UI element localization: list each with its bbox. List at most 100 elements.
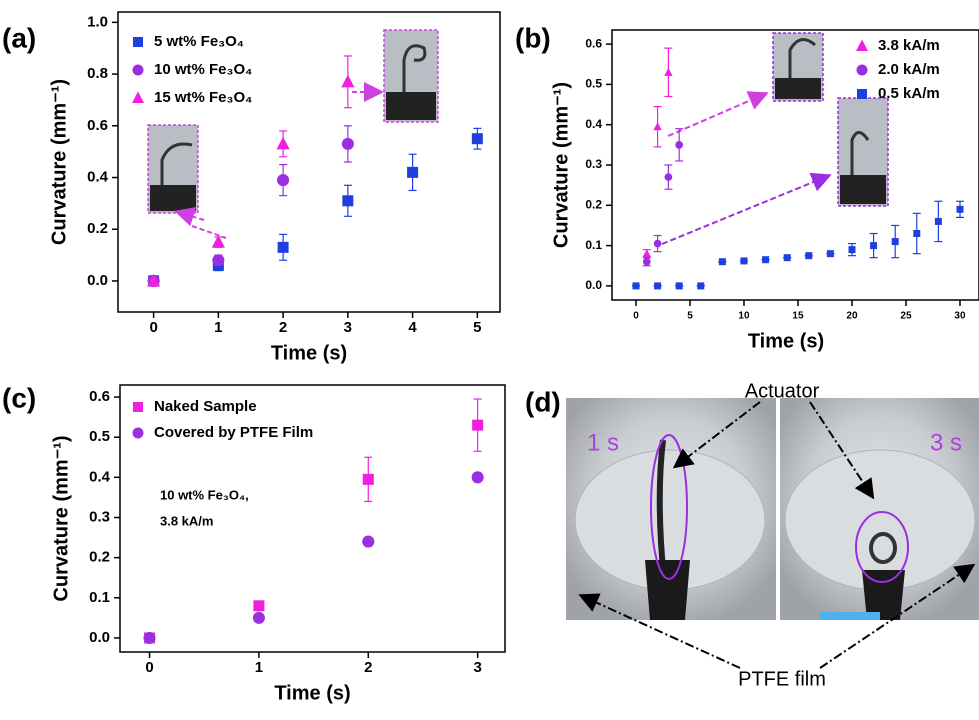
x-tick-label: 10 — [738, 311, 750, 322]
x-tick-label: 15 — [792, 311, 804, 322]
data-point — [827, 250, 834, 257]
legend-symbol — [857, 89, 867, 99]
data-point — [935, 218, 942, 225]
data-point — [472, 420, 483, 431]
data-point — [848, 246, 855, 253]
legend-symbol — [857, 65, 868, 76]
data-point — [362, 536, 374, 548]
data-point — [342, 138, 354, 150]
legend-symbol — [132, 92, 144, 104]
data-point — [342, 195, 353, 206]
y-tick-label: 0.2 — [89, 549, 110, 566]
x-tick-label: 25 — [900, 311, 912, 322]
y-tick-label: 0.5 — [89, 428, 110, 445]
y-tick-label: 0.1 — [585, 238, 602, 252]
inset-photo — [384, 30, 438, 122]
data-point — [363, 474, 374, 485]
data-point — [697, 282, 704, 289]
data-point — [665, 173, 673, 181]
legend-label: 2.0 kA/m — [878, 61, 940, 78]
y-axis-label: Curvature (mm⁻¹) — [48, 79, 70, 245]
x-tick-label: 1 — [214, 319, 222, 336]
data-point — [341, 75, 354, 88]
x-tick-label: 2 — [279, 319, 287, 336]
y-tick-label: 0.0 — [87, 272, 108, 289]
annotation: 3.8 kA/m — [160, 513, 213, 528]
data-point — [143, 632, 155, 644]
data-point — [653, 122, 661, 130]
data-point — [277, 174, 289, 186]
x-axis-label: Time (s) — [271, 342, 347, 364]
y-tick-label: 0.2 — [87, 220, 108, 237]
data-point — [654, 240, 662, 248]
legend-label: Covered by PTFE Film — [154, 424, 313, 441]
y-tick-label: 0.6 — [585, 36, 602, 50]
y-tick-label: 0.4 — [87, 168, 109, 185]
data-point — [654, 282, 661, 289]
data-point — [870, 242, 877, 249]
figure: (d) Actuator 1 s 3 s PTFE film (a)Time (… — [0, 0, 979, 720]
legend-label: 5 wt% Fe₃O₄ — [154, 33, 244, 50]
y-tick-label: 0.5 — [585, 77, 602, 91]
film-label: PTFE film — [738, 668, 826, 690]
data-point — [643, 249, 651, 257]
data-point — [253, 612, 265, 624]
legend-symbol — [133, 402, 143, 412]
data-point — [407, 167, 418, 178]
legend-label: 3.8 kA/m — [878, 37, 940, 54]
x-tick-label: 0 — [633, 311, 639, 322]
inset-photo — [148, 125, 198, 213]
x-tick-label: 5 — [473, 319, 481, 336]
legend-symbol — [133, 428, 144, 439]
legend-label: Naked Sample — [154, 398, 257, 415]
data-point — [472, 133, 483, 144]
inset-photo — [838, 98, 888, 206]
data-point — [784, 254, 791, 261]
legend-label: 15 wt% Fe₃O₄ — [154, 89, 252, 106]
legend-symbol — [133, 65, 144, 76]
data-point — [913, 230, 920, 237]
data-point — [675, 141, 683, 149]
legend-symbol — [133, 37, 143, 47]
y-tick-label: 0.2 — [585, 197, 602, 211]
data-point — [956, 206, 963, 213]
y-axis-label: Curvature (mm⁻¹) — [550, 82, 572, 248]
y-tick-label: 1.0 — [87, 13, 108, 30]
y-tick-label: 0.6 — [87, 117, 108, 134]
y-tick-label: 0.3 — [89, 508, 110, 525]
inset-arrow — [192, 226, 226, 238]
panel-label: (b) — [515, 22, 551, 53]
time-label: 1 s — [587, 429, 619, 456]
data-point — [472, 471, 484, 483]
data-point — [892, 238, 899, 245]
x-tick-label: 0 — [145, 659, 153, 676]
data-point — [719, 258, 726, 265]
data-point — [253, 600, 264, 611]
annotation: 10 wt% Fe₃O₄, — [160, 487, 249, 502]
y-tick-label: 0.6 — [89, 388, 110, 405]
actuator-label: Actuator — [745, 380, 820, 402]
y-tick-label: 0.4 — [585, 117, 602, 131]
x-axis-label: Time (s) — [748, 330, 824, 352]
x-axis-label: Time (s) — [274, 682, 350, 704]
data-point — [212, 254, 224, 266]
y-tick-label: 0.4 — [89, 468, 111, 485]
data-point — [664, 68, 672, 76]
x-tick-label: 0 — [149, 319, 157, 336]
panel-label: (a) — [2, 22, 36, 53]
y-tick-label: 0.8 — [87, 65, 108, 82]
panel-label: (d) — [525, 386, 561, 417]
y-tick-label: 0.0 — [585, 278, 602, 292]
legend-symbol — [856, 40, 868, 52]
y-tick-label: 0.3 — [585, 157, 602, 171]
y-tick-label: 0.1 — [89, 589, 110, 606]
data-point — [740, 257, 747, 264]
data-point — [632, 282, 639, 289]
data-point — [762, 256, 769, 263]
data-point — [277, 137, 290, 150]
legend-label: 10 wt% Fe₃O₄ — [154, 61, 252, 78]
inset-arrow — [662, 176, 828, 244]
x-tick-label: 3 — [473, 659, 481, 676]
panel-label: (c) — [2, 382, 36, 413]
inset-arrow — [668, 94, 765, 136]
